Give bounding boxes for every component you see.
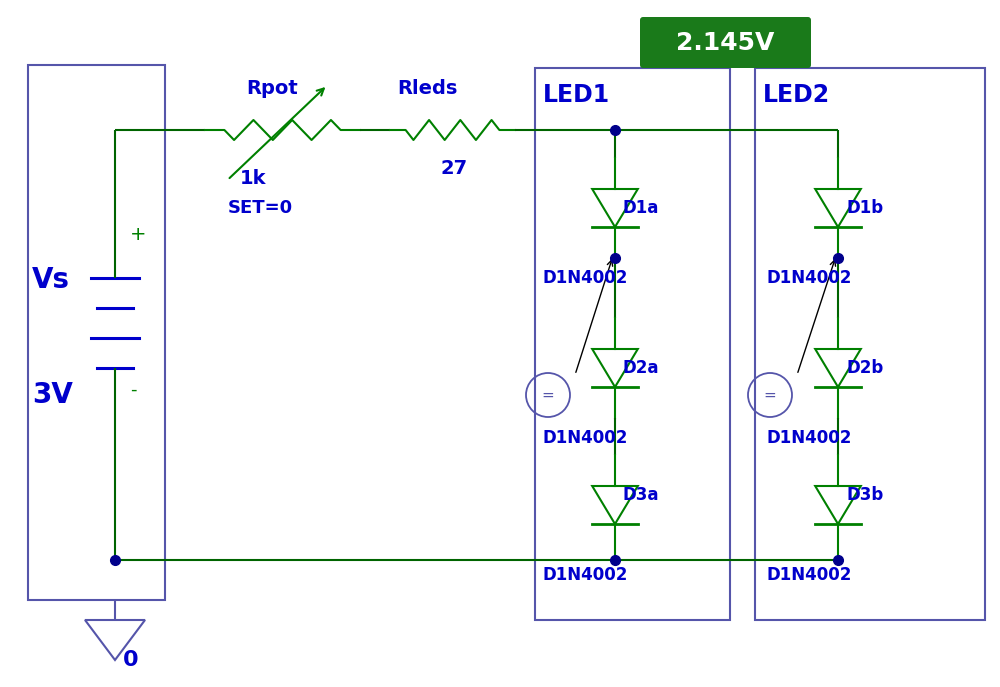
Bar bbox=[28, 65, 165, 600]
Text: D1N4002: D1N4002 bbox=[543, 429, 628, 447]
Text: 2.145V: 2.145V bbox=[676, 30, 775, 54]
Text: 0: 0 bbox=[123, 650, 139, 670]
Text: 1k: 1k bbox=[240, 168, 266, 188]
Text: =: = bbox=[542, 387, 554, 403]
Text: Rleds: Rleds bbox=[397, 78, 457, 98]
Text: D3b: D3b bbox=[846, 486, 883, 504]
Text: D1N4002: D1N4002 bbox=[766, 566, 851, 584]
Text: D1N4002: D1N4002 bbox=[543, 566, 628, 584]
Text: =: = bbox=[764, 387, 776, 403]
Text: D2a: D2a bbox=[623, 359, 660, 377]
Text: D1N4002: D1N4002 bbox=[543, 269, 628, 287]
Bar bbox=[755, 68, 985, 620]
Text: -: - bbox=[130, 381, 136, 399]
Text: SET=0: SET=0 bbox=[228, 199, 293, 217]
Text: +: + bbox=[130, 225, 146, 245]
Text: Vs: Vs bbox=[32, 266, 70, 294]
Text: D3a: D3a bbox=[623, 486, 660, 504]
Text: D1a: D1a bbox=[623, 199, 659, 217]
Text: D1N4002: D1N4002 bbox=[766, 429, 851, 447]
Text: LED1: LED1 bbox=[543, 83, 610, 107]
Text: LED2: LED2 bbox=[763, 83, 830, 107]
Bar bbox=[535, 68, 730, 620]
Text: 27: 27 bbox=[440, 159, 467, 177]
FancyBboxPatch shape bbox=[640, 17, 811, 68]
Text: D1N4002: D1N4002 bbox=[766, 269, 851, 287]
Text: D2b: D2b bbox=[846, 359, 883, 377]
Text: 3V: 3V bbox=[32, 381, 73, 409]
Text: Rpot: Rpot bbox=[246, 78, 298, 98]
Text: D1b: D1b bbox=[846, 199, 883, 217]
